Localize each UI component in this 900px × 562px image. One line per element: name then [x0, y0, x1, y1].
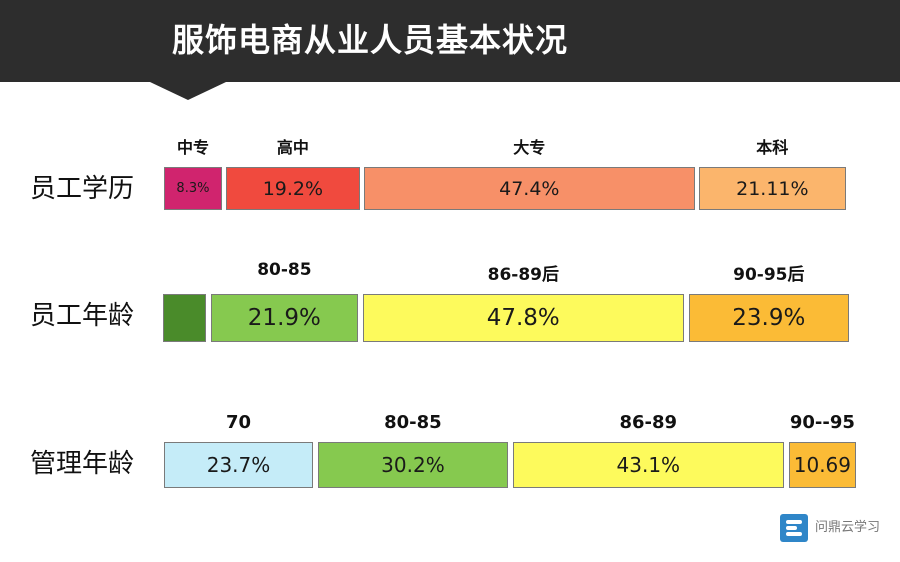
data-label: 30.2% — [381, 453, 445, 477]
data-label: 19.2% — [262, 177, 324, 200]
category-label: 中专 — [176, 138, 210, 157]
bar-segment: 23.7% — [164, 442, 313, 488]
watermark-text: 问鼎云学习 — [815, 520, 881, 535]
category-label: 80-85 — [384, 412, 442, 433]
category-label: 大专 — [513, 138, 546, 157]
page-title: 服饰电商从业人员基本状况 — [172, 21, 569, 59]
data-label: 21.9% — [247, 305, 321, 331]
bar-segment: 43.1% — [512, 442, 784, 488]
category-label: 80-85 — [257, 260, 312, 280]
row-label: 员工学历 — [30, 174, 135, 204]
bar-segment: 21.9% — [210, 294, 358, 342]
category-label: 90-95后 — [733, 265, 805, 285]
row-label: 员工年龄 — [30, 301, 135, 331]
data-label: 21.11% — [736, 177, 809, 200]
data-label: 8.3% — [176, 181, 210, 196]
data-label: 23.7% — [206, 453, 271, 477]
data-label: 23.9% — [732, 305, 806, 331]
bar-segment: 10.69 — [788, 442, 856, 488]
data-label: 43.1% — [616, 453, 681, 477]
category-label: 86-89后 — [487, 265, 559, 285]
logo-icon — [780, 514, 808, 542]
bar-segment: 30.2% — [318, 442, 508, 488]
data-label: 10.69 — [793, 453, 852, 477]
bar-segment: 47.8% — [362, 294, 684, 342]
bar-segment: 21.11% — [698, 167, 846, 210]
bar-segment: 47.4% — [363, 167, 695, 210]
category-label: 高中 — [276, 138, 309, 157]
bar-segment — [163, 294, 206, 342]
row-label: 管理年龄 — [30, 449, 135, 479]
bar-segment: 23.9% — [688, 294, 849, 342]
bar-segment: 8.3% — [164, 167, 222, 210]
data-label: 47.8% — [486, 305, 560, 331]
category-label: 70 — [225, 412, 252, 433]
banner-notch — [150, 82, 226, 100]
data-label: 47.4% — [499, 177, 560, 200]
category-label: 90--95 — [789, 412, 855, 433]
category-label: 本科 — [756, 138, 789, 157]
title-banner — [0, 0, 900, 82]
category-label: 86-89 — [619, 412, 678, 433]
bar-segment: 19.2% — [225, 167, 360, 210]
